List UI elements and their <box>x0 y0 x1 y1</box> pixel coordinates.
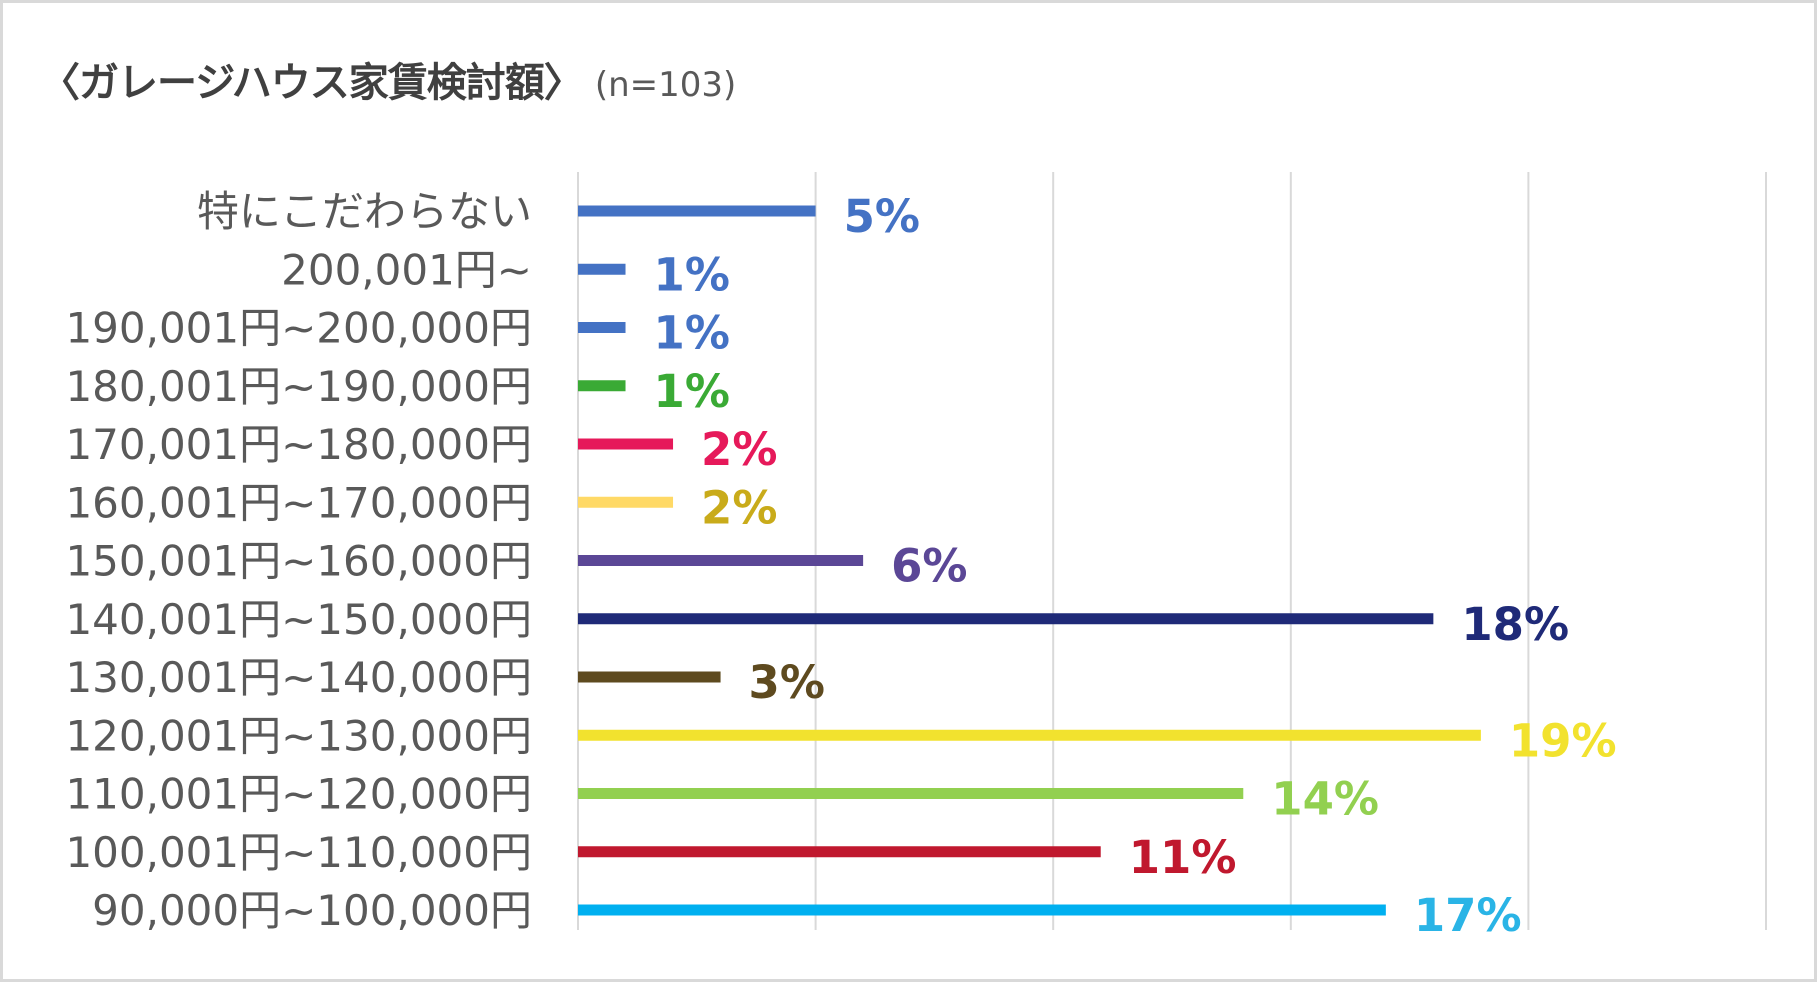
bar <box>578 671 721 683</box>
data-label: 1% <box>654 307 730 360</box>
data-label: 5% <box>844 190 920 243</box>
data-label: 1% <box>654 365 730 418</box>
data-label: 14% <box>1271 773 1379 826</box>
bar <box>578 846 1101 858</box>
category-label: 120,001円~130,000円 <box>65 711 532 760</box>
category-label: 180,001円~190,000円 <box>65 362 532 411</box>
category-label: 130,001円~140,000円 <box>65 653 532 702</box>
data-label: 2% <box>701 423 777 476</box>
bar <box>578 496 674 508</box>
bar <box>578 205 816 217</box>
category-label: 190,001円~200,000円 <box>65 304 532 353</box>
bar <box>578 263 626 275</box>
data-label: 6% <box>891 540 967 593</box>
category-label: 100,001円~110,000円 <box>65 828 532 877</box>
category-label: 170,001円~180,000円 <box>65 420 532 469</box>
data-label: 1% <box>654 248 730 301</box>
category-label: 90,000円~100,000円 <box>92 886 532 935</box>
category-label: 110,001円~120,000円 <box>65 770 532 819</box>
category-label: 200,001円~ <box>281 245 532 294</box>
category-label: 特にこだわらない <box>197 187 532 236</box>
data-label: 17% <box>1414 889 1522 942</box>
data-label: 19% <box>1509 714 1617 767</box>
bar <box>578 322 626 333</box>
category-label: 140,001円~150,000円 <box>65 595 532 644</box>
bar <box>578 380 626 392</box>
bar <box>578 613 1434 625</box>
bar <box>578 438 674 450</box>
chart-subtitle: (n=103) <box>594 65 737 105</box>
category-label: 150,001円~160,000円 <box>65 537 532 586</box>
bar <box>578 788 1244 799</box>
bar <box>578 729 1481 741</box>
bar <box>578 904 1386 916</box>
data-label: 11% <box>1129 831 1237 884</box>
chart-title-row: 〈ガレージハウス家賃検討額〉 (n=103) <box>40 50 736 108</box>
data-label: 2% <box>701 481 777 534</box>
bar <box>578 555 864 566</box>
chart-title: 〈ガレージハウス家賃検討額〉 <box>40 60 584 106</box>
data-label: 3% <box>749 656 825 709</box>
data-label: 18% <box>1461 598 1569 651</box>
category-label: 160,001円~170,000円 <box>65 478 532 527</box>
